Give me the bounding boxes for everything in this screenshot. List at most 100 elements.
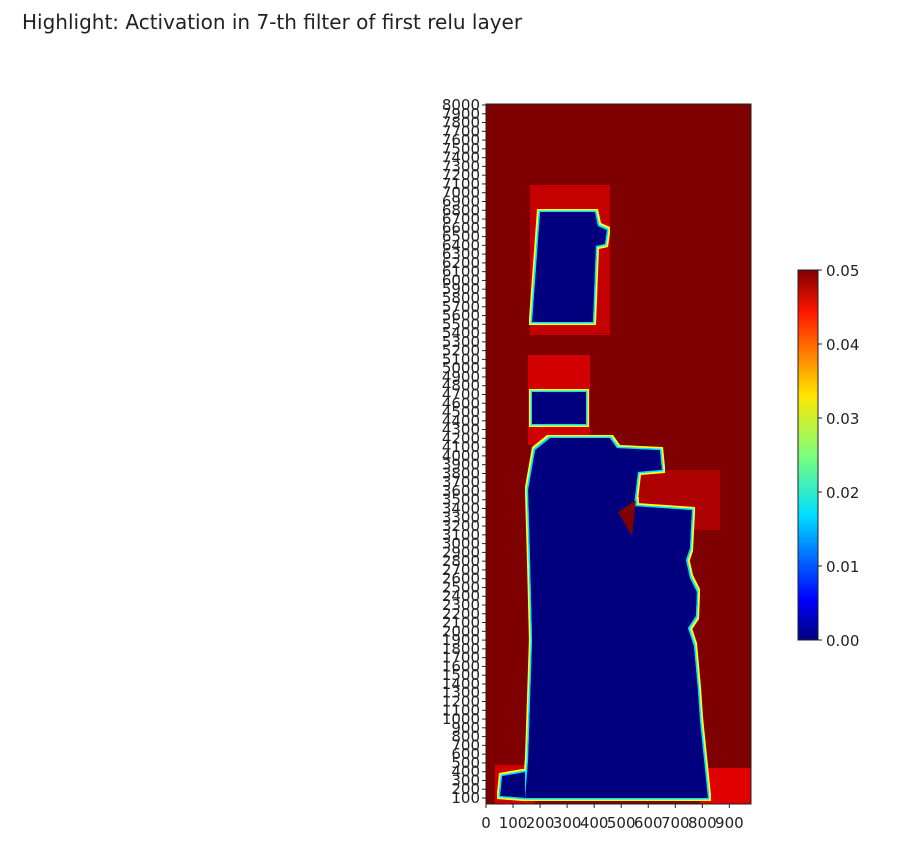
y-tick-label: 1000 [442,710,480,728]
y-tick-label: 5300 [442,333,480,351]
x-tick-label: 700 [661,814,690,832]
y-tick-label: 2100 [442,614,480,632]
y-tick-label: 7700 [442,122,480,140]
colorbar-tick-label: 0.05 [826,262,859,280]
y-tick-label: 3700 [442,473,480,491]
colorbar: 0.00 0.01 0.02 0.03 0.04 0.05 [797,262,859,650]
y-tick-label: 3500 [442,491,480,509]
y-tick-label: 1600 [442,657,480,675]
y-tick-label: 8000 [442,96,480,114]
y-tick-label: 1200 [442,693,480,711]
y-tick-label: 7200 [442,166,480,184]
y-tick-label: 2700 [442,561,480,579]
y-tick-label: 3300 [442,508,480,526]
y-tick-label: 5700 [442,298,480,316]
y-tick-label: 7100 [442,175,480,193]
y-tick-label: 5100 [442,350,480,368]
x-tick-label: 900 [715,814,744,832]
y-tick-label: 5400 [442,324,480,342]
y-tick-label: 3600 [442,482,480,500]
y-tick-label: 6100 [442,263,480,281]
y-tick-label: 6700 [442,210,480,228]
colorbar-ticks: 0.00 0.01 0.02 0.03 0.04 0.05 [818,262,859,650]
heatmap-region-middle-strip [532,392,586,424]
y-tick-label: 500 [451,754,480,772]
y-tick-label: 6300 [442,245,480,263]
y-tick-label: 6000 [442,271,480,289]
y-tick-label: 100 [451,789,480,807]
y-tick-label: 900 [451,719,480,737]
y-tick-label: 2000 [442,622,480,640]
y-tick-label: 2800 [442,552,480,570]
x-tick-label: 300 [553,814,582,832]
y-tick-label: 5600 [442,307,480,325]
y-tick-label: 4700 [442,385,480,403]
y-axis: 1002003004005006007008009001000110012001… [442,96,486,807]
y-tick-label: 7500 [442,140,480,158]
y-tick-label: 5200 [442,342,480,360]
y-tick-label: 2300 [442,596,480,614]
halo-bottom-right [700,768,751,804]
y-tick-label: 3000 [442,535,480,553]
y-tick-label: 7000 [442,184,480,202]
y-tick-label: 4200 [442,429,480,447]
y-tick-label: 6400 [442,236,480,254]
y-tick-label: 1700 [442,649,480,667]
y-tick-label: 1300 [442,684,480,702]
y-tick-label: 4100 [442,438,480,456]
y-tick-label: 7600 [442,131,480,149]
y-tick-label: 3200 [442,517,480,535]
y-tick-label: 6500 [442,228,480,246]
y-tick-label: 2400 [442,587,480,605]
heatmap-region-lower-body [525,438,708,798]
y-tick-label: 7400 [442,149,480,167]
colorbar-tick-label: 0.04 [826,336,859,354]
y-tick-label: 6900 [442,192,480,210]
x-tick-label: 600 [634,814,663,832]
y-tick-label: 4000 [442,447,480,465]
y-tick-label: 1900 [442,631,480,649]
colorbar-tick-label: 0.02 [826,484,859,502]
x-tick-label: 0 [481,814,491,832]
y-tick-label: 4600 [442,394,480,412]
x-tick-label: 500 [607,814,636,832]
y-tick-label: 3900 [442,456,480,474]
y-tick-label: 2600 [442,570,480,588]
heatmap-region-bottom-left-nub [500,772,525,798]
x-tick-label: 400 [580,814,609,832]
y-tick-label: 3800 [442,464,480,482]
heatmap-plot-area [486,104,751,804]
y-tick-label: 2200 [442,605,480,623]
y-tick-label: 3400 [442,500,480,518]
y-tick-label: 1100 [442,701,480,719]
x-tick-label: 200 [526,814,555,832]
y-tick-label: 2500 [442,578,480,596]
x-tick-label: 800 [688,814,717,832]
y-tick-label: 400 [451,763,480,781]
y-tick-label: 1500 [442,666,480,684]
y-tick-label: 5900 [442,280,480,298]
y-tick-label: 4900 [442,368,480,386]
y-tick-label: 300 [451,771,480,789]
colorbar-gradient [797,269,819,641]
y-tick-label: 1800 [442,640,480,658]
y-tick-label: 1400 [442,675,480,693]
y-tick-label: 7800 [442,114,480,132]
y-tick-label: 4300 [442,421,480,439]
y-tick-label: 800 [451,728,480,746]
y-tick-label: 200 [451,780,480,798]
y-tick-label: 7300 [442,157,480,175]
colorbar-tick-label: 0.00 [826,632,859,650]
y-tick-label: 5500 [442,315,480,333]
y-tick-label: 6200 [442,254,480,272]
heatmap-region-upper-block [532,212,607,322]
y-tick-label: 5000 [442,359,480,377]
heatmap-region-notch [618,500,636,536]
y-tick-label: 3100 [442,526,480,544]
chart-title: Highlight: Activation in 7-th filter of … [22,10,523,34]
plot-frame [485,103,752,805]
y-tick-label: 5800 [442,289,480,307]
y-tick-label: 4400 [442,412,480,430]
